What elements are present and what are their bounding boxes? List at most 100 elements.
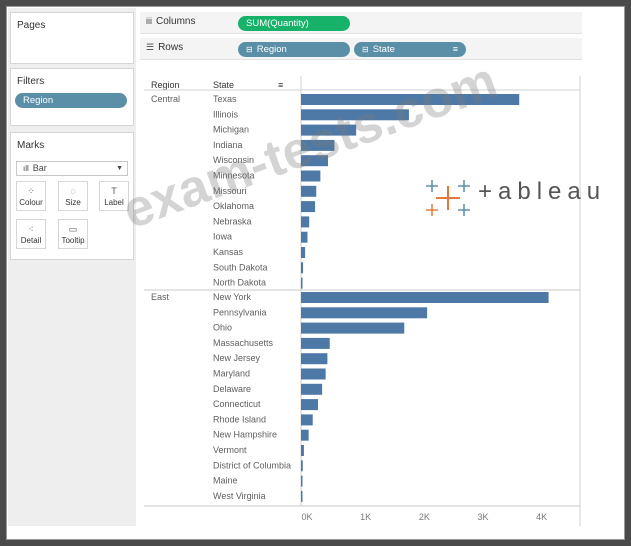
rows-icon: ☰ bbox=[146, 42, 155, 52]
bar[interactable] bbox=[301, 307, 428, 319]
tooltip-icon: ▭ bbox=[68, 224, 78, 234]
label-label: Label bbox=[104, 198, 124, 207]
colour-button[interactable]: ⁘ Colour bbox=[16, 181, 46, 211]
state-label: Connecticut bbox=[213, 399, 261, 409]
bar[interactable] bbox=[301, 94, 520, 105]
size-label: Size bbox=[65, 198, 81, 207]
state-label: Rhode Island bbox=[213, 414, 266, 424]
state-label: Indiana bbox=[213, 140, 243, 150]
bar[interactable] bbox=[301, 337, 330, 349]
bar[interactable] bbox=[301, 399, 319, 411]
region-label: East bbox=[151, 292, 170, 302]
state-label: District of Columbia bbox=[213, 460, 291, 470]
state-label: New Hampshire bbox=[213, 430, 277, 440]
state-label: Oklahoma bbox=[213, 201, 254, 211]
bar[interactable] bbox=[301, 277, 303, 289]
rows-shelf[interactable]: ☰ Rows ⊟ Region ⊟ State ≡ bbox=[140, 38, 582, 60]
label-button[interactable]: T Label bbox=[99, 181, 129, 211]
bar[interactable] bbox=[301, 445, 304, 456]
state-label: Massachusetts bbox=[213, 338, 274, 348]
colour-icon: ⁘ bbox=[27, 186, 35, 196]
x-tick-label: 0K bbox=[301, 512, 312, 522]
state-label: Pennsylvania bbox=[213, 307, 267, 317]
text-label-icon: T bbox=[111, 186, 117, 196]
state-label: Texas bbox=[213, 94, 237, 104]
state-label: Nebraska bbox=[213, 216, 252, 226]
bar[interactable] bbox=[301, 216, 310, 228]
bar[interactable] bbox=[301, 475, 303, 487]
detail-icon: ⁖ bbox=[28, 224, 34, 234]
x-tick-label: 2K bbox=[419, 512, 430, 522]
bar[interactable] bbox=[301, 368, 326, 380]
x-tick-label: 3K bbox=[477, 512, 488, 522]
state-label: Maine bbox=[213, 476, 238, 486]
state-label: Ohio bbox=[213, 323, 232, 333]
filters-title: Filters bbox=[17, 76, 45, 87]
region-label: Central bbox=[151, 94, 180, 104]
sum-quantity-pill[interactable]: SUM(Quantity) bbox=[238, 16, 350, 31]
bar[interactable] bbox=[301, 124, 357, 136]
bar[interactable] bbox=[301, 383, 323, 395]
state-label: Maryland bbox=[213, 369, 250, 379]
bar[interactable] bbox=[301, 231, 308, 243]
state-label: North Dakota bbox=[213, 278, 266, 288]
tooltip-label: Tooltip bbox=[61, 236, 85, 245]
bar[interactable] bbox=[301, 201, 316, 213]
columns-icon: iii bbox=[146, 16, 152, 26]
bar[interactable] bbox=[301, 490, 303, 502]
bar[interactable] bbox=[301, 414, 313, 426]
mark-type-dropdown[interactable]: ıll Bar ▼ bbox=[16, 161, 128, 176]
x-tick-label: 1K bbox=[360, 512, 371, 522]
bar[interactable] bbox=[301, 155, 328, 167]
pages-card[interactable]: Pages bbox=[10, 12, 134, 64]
marks-title: Marks bbox=[17, 140, 45, 151]
region-pill-icon: ⊟ bbox=[246, 45, 253, 54]
bar[interactable] bbox=[301, 170, 321, 182]
bar[interactable] bbox=[301, 292, 549, 303]
tableau-wordmark: +ableau bbox=[478, 178, 607, 205]
state-label: Minnesota bbox=[213, 171, 255, 181]
bar-chart-view: Region State ≡ 0K 1K 2K 3K 4K Central Texas Ill… bbox=[140, 74, 582, 526]
bar[interactable] bbox=[301, 460, 303, 472]
bar[interactable] bbox=[301, 247, 306, 258]
state-label: West Virginia bbox=[213, 491, 266, 501]
tableau-logo: +ableau bbox=[420, 176, 625, 220]
state-label: Missouri bbox=[213, 186, 247, 196]
state-label: Vermont bbox=[213, 445, 247, 455]
size-button[interactable]: ◌ Size bbox=[58, 181, 88, 211]
bar[interactable] bbox=[301, 139, 335, 151]
tooltip-button[interactable]: ▭ Tooltip bbox=[58, 219, 88, 249]
state-label: Delaware bbox=[213, 384, 251, 394]
state-label: New York bbox=[213, 292, 252, 302]
state-label: New Jersey bbox=[213, 353, 261, 363]
bar[interactable] bbox=[301, 109, 409, 121]
state-header: State bbox=[213, 80, 235, 90]
bar[interactable] bbox=[301, 322, 405, 334]
sort-icon[interactable]: ≡ bbox=[278, 80, 284, 90]
x-tick-label: 4K bbox=[536, 512, 547, 522]
colour-label: Colour bbox=[19, 198, 43, 207]
columns-shelf[interactable]: iii Columns SUM(Quantity) bbox=[140, 12, 582, 34]
state-label: South Dakota bbox=[213, 262, 268, 272]
region-filter-pill[interactable]: Region bbox=[15, 93, 127, 108]
region-rows-pill[interactable]: ⊟ Region bbox=[238, 42, 350, 57]
state-pill-icon: ⊟ bbox=[362, 45, 369, 54]
detail-button[interactable]: ⁖ Detail bbox=[16, 219, 46, 249]
size-icon: ◌ bbox=[70, 186, 76, 196]
state-rows-pill[interactable]: ⊟ State ≡ bbox=[354, 42, 466, 57]
bar[interactable] bbox=[301, 262, 304, 274]
state-label: Iowa bbox=[213, 232, 232, 242]
columns-shelf-label: iii Columns bbox=[146, 16, 196, 27]
chevron-down-icon: ▼ bbox=[116, 165, 123, 172]
bar[interactable] bbox=[301, 353, 328, 365]
detail-label: Detail bbox=[20, 236, 42, 245]
bar[interactable] bbox=[301, 185, 317, 197]
state-label: Kansas bbox=[213, 247, 244, 257]
bar-chart-svg: 0K 1K 2K 3K 4K Central Texas Illinois Michigan In… bbox=[144, 76, 581, 526]
bar[interactable] bbox=[301, 429, 309, 441]
state-label: Michigan bbox=[213, 125, 249, 135]
marks-card: Marks ıll Bar ▼ ⁘ Colour ◌ Size T Label ⁖… bbox=[10, 132, 134, 260]
filters-card[interactable]: Filters Region bbox=[10, 68, 134, 126]
sort-icon: ≡ bbox=[452, 44, 458, 54]
bar-chart-icon: ıll bbox=[23, 164, 29, 173]
